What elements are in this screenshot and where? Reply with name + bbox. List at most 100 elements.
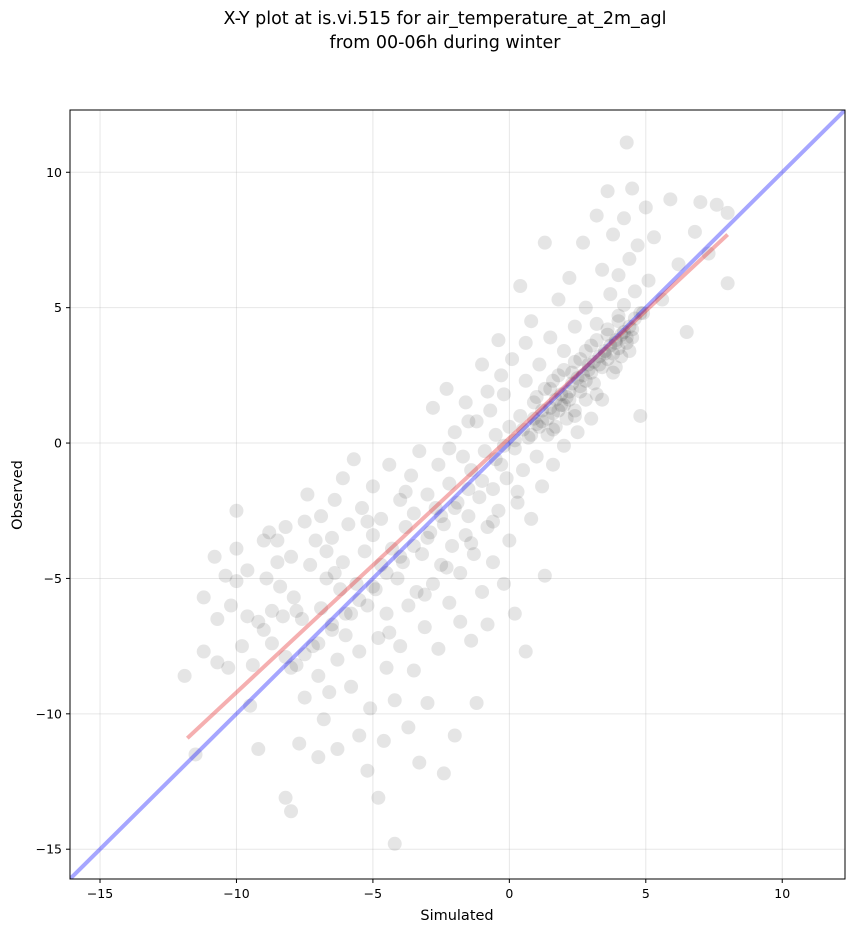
- scatter-point: [548, 392, 563, 407]
- scatter-point: [453, 566, 468, 581]
- scatter-point: [330, 742, 345, 757]
- x-tick-label: −5: [364, 886, 382, 901]
- scatter-point: [447, 425, 462, 440]
- scatter-point: [597, 343, 612, 358]
- scatter-point: [357, 544, 372, 559]
- scatter-point: [485, 482, 500, 497]
- scatter-point: [529, 449, 544, 464]
- y-tick-label: −5: [44, 571, 62, 586]
- scatter-point: [510, 484, 525, 499]
- scatter-point: [529, 417, 544, 432]
- scatter-point: [379, 606, 394, 621]
- scatter-point: [546, 457, 561, 472]
- scatter-point: [603, 338, 618, 353]
- scatter-point: [622, 343, 637, 358]
- scatter-point: [548, 419, 563, 434]
- scatter-point: [442, 595, 457, 610]
- scatter-point: [627, 284, 642, 299]
- scatter-point: [584, 411, 599, 426]
- scatter-point: [379, 660, 394, 675]
- scatter-point: [622, 251, 637, 266]
- scatter-point: [292, 736, 307, 751]
- scatter-point: [368, 582, 383, 597]
- scatter-point: [578, 392, 593, 407]
- scatter-point: [324, 530, 339, 545]
- scatter-point: [256, 533, 271, 548]
- scatter-point: [515, 422, 530, 437]
- scatter-point: [570, 425, 585, 440]
- scatter-point: [409, 584, 424, 599]
- scatter-point: [537, 568, 552, 583]
- scatter-point: [505, 352, 520, 367]
- scatter-point: [679, 325, 694, 340]
- scatter-point: [518, 335, 533, 350]
- scatter-point: [720, 276, 735, 291]
- scatter-point: [423, 525, 438, 540]
- scatter-point: [224, 598, 239, 613]
- scatter-point: [352, 728, 367, 743]
- scatter-point: [278, 790, 293, 805]
- chart-subtitle: from 00-06h during winter: [330, 33, 562, 53]
- scatter-point: [543, 400, 558, 415]
- scatter-point: [243, 698, 258, 713]
- scatter-point: [338, 606, 353, 621]
- x-tick-label: −10: [223, 886, 249, 901]
- scatter-point: [221, 660, 236, 675]
- scatter-point: [335, 471, 350, 486]
- scatter-point: [510, 495, 525, 510]
- scatter-point: [374, 557, 389, 572]
- scatter-point: [289, 603, 304, 618]
- scatter-point: [319, 571, 334, 586]
- x-tick-label: 0: [505, 886, 513, 901]
- scatter-point: [554, 387, 569, 402]
- scatter-point: [565, 376, 580, 391]
- scatter-point: [461, 509, 476, 524]
- scatter-point: [379, 566, 394, 581]
- scatter-point: [559, 390, 574, 405]
- scatter-point: [480, 617, 495, 632]
- scatter-point: [573, 352, 588, 367]
- scatter-point: [453, 614, 468, 629]
- scatter-point: [494, 457, 509, 472]
- scatter-point: [349, 576, 364, 591]
- scatter-point: [346, 452, 361, 467]
- scatter-point: [466, 547, 481, 562]
- scatter-point: [393, 549, 408, 564]
- scatter-point: [562, 384, 577, 399]
- y-tick-label: −15: [36, 842, 62, 857]
- scatter-point: [567, 319, 582, 334]
- scatter-point: [311, 636, 326, 651]
- x-tick-label: 5: [642, 886, 650, 901]
- scatter-point: [578, 343, 593, 358]
- scatter-point: [720, 205, 735, 220]
- scatter-point: [406, 506, 421, 521]
- scatter-point: [455, 449, 470, 464]
- scatter-point: [415, 547, 430, 562]
- scatter-point: [229, 574, 244, 589]
- scatter-point: [256, 622, 271, 637]
- scatter-point: [436, 766, 451, 781]
- scatter-point: [535, 479, 550, 494]
- scatter-point: [393, 492, 408, 507]
- scatter-point: [625, 330, 640, 345]
- scatter-point: [581, 357, 596, 372]
- scatter-point: [606, 346, 621, 361]
- scatter-point: [425, 576, 440, 591]
- scatter-point: [625, 322, 640, 337]
- x-axis-label: Simulated: [420, 908, 493, 924]
- scatter-point: [300, 487, 315, 502]
- scatter-point: [576, 235, 591, 250]
- scatter-point: [297, 514, 312, 529]
- y-tick-label: −10: [36, 706, 62, 721]
- scatter-point: [259, 571, 274, 586]
- scatter-point: [537, 235, 552, 250]
- scatter-point: [565, 365, 580, 380]
- scatter-point: [344, 606, 359, 621]
- scatter-point: [406, 538, 421, 553]
- scatter-point: [401, 720, 416, 735]
- scatter-point: [576, 368, 591, 383]
- reference-lines: [70, 110, 845, 879]
- scatter-point: [646, 230, 661, 245]
- scatter-point: [540, 411, 555, 426]
- scatter-point: [611, 314, 626, 329]
